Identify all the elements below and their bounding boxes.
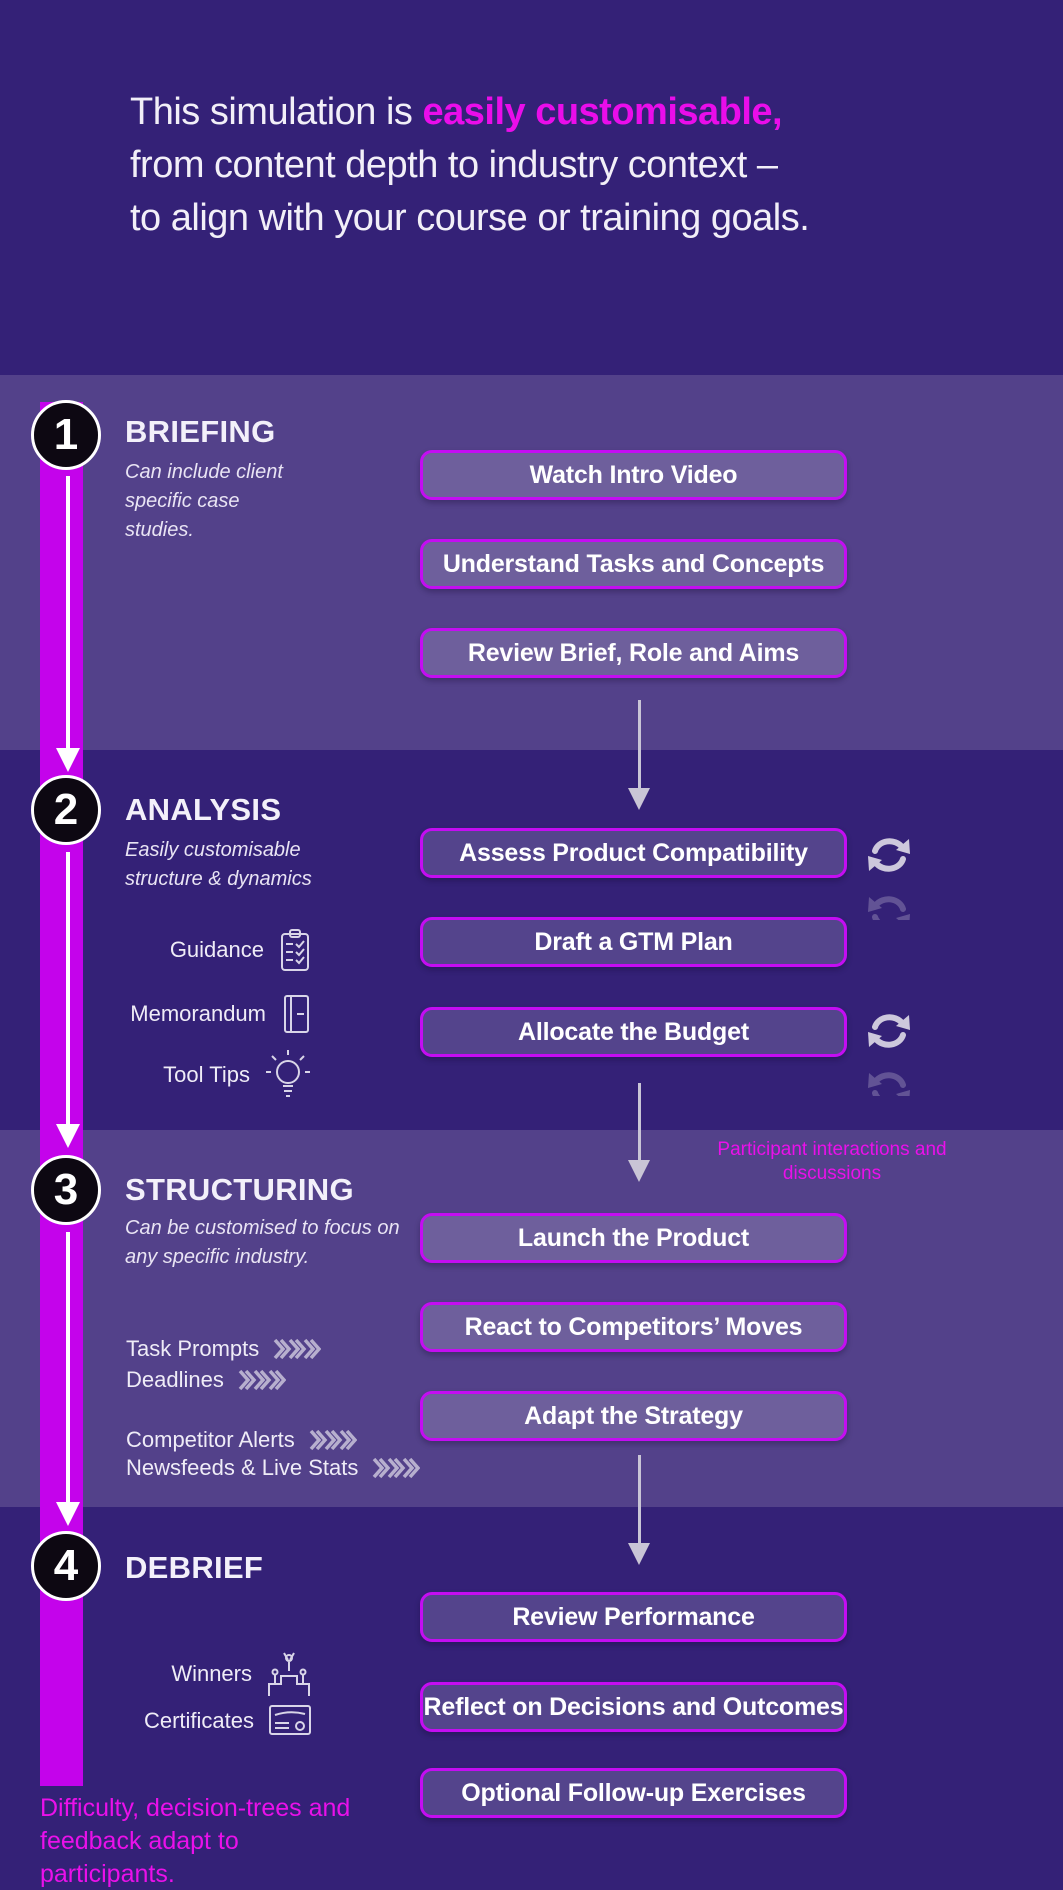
stage-3-title: STRUCTURING: [125, 1172, 354, 1207]
timeline-arrow-segment-3: [66, 1232, 70, 1502]
stage-1-band: [0, 375, 1063, 750]
stage-3-marker: 3: [31, 1155, 101, 1225]
flow-arrow-2-line: [638, 1083, 641, 1160]
stage-2-number: 2: [53, 785, 79, 834]
stage-2-title: ANALYSIS: [125, 792, 282, 827]
triple-chevron-icon: [309, 1429, 357, 1451]
feature-task-prompts-label: Task Prompts: [126, 1336, 260, 1361]
lightbulb-icon: [264, 1048, 312, 1102]
draft-gtm-plan-button[interactable]: Draft a GTM Plan: [420, 917, 847, 967]
stage-2-marker: 2: [31, 775, 101, 845]
intro-line-3: to align with your course or training go…: [130, 197, 810, 239]
understand-tasks-button[interactable]: Understand Tasks and Concepts: [420, 539, 847, 589]
timeline-arrowhead-3: [56, 1502, 80, 1526]
stage-3-band: [0, 1130, 1063, 1507]
certificate-icon: [268, 1704, 312, 1738]
podium-winners-icon: [266, 1650, 312, 1698]
react-competitors-moves-button[interactable]: React to Competitors’ Moves: [420, 1302, 847, 1352]
stage-4-marker: 4: [31, 1531, 101, 1601]
intro-line-1-prefix: This simulation is: [130, 91, 423, 133]
triple-chevron-icon: [273, 1338, 322, 1360]
intro-text: This simulation is easily customisable, …: [130, 86, 810, 245]
flow-arrow-2-head: [628, 1160, 650, 1182]
adapt-strategy-button[interactable]: Adapt the Strategy: [420, 1391, 847, 1441]
sync-arrows-reflection-icon: [866, 890, 912, 920]
review-brief-button[interactable]: Review Brief, Role and Aims: [420, 628, 847, 678]
feature-tool-tips-label: Tool Tips: [163, 1062, 250, 1087]
feature-winners-label: Winners: [171, 1661, 252, 1686]
launch-product-button[interactable]: Launch the Product: [420, 1213, 847, 1263]
timeline-arrow-segment-2: [66, 852, 70, 1124]
allocate-budget-button[interactable]: Allocate the Budget: [420, 1007, 847, 1057]
intro-line-2: from content depth to industry context –: [130, 144, 778, 186]
assess-product-compatibility-button[interactable]: Assess Product Compatibility: [420, 828, 847, 878]
triple-chevron-icon: [372, 1457, 421, 1479]
stage-1-description: Can include client specific case studies…: [125, 461, 283, 541]
sync-arrows-reflection-icon: [866, 1066, 912, 1096]
flow-arrow-1-head: [628, 788, 650, 810]
stage-1-marker: 1: [31, 400, 101, 470]
feature-tool-tips: Tool Tips: [0, 1048, 312, 1102]
feature-newsfeeds-live-stats-label: Newsfeeds & Live Stats: [126, 1455, 359, 1480]
stage-4-title: DEBRIEF: [125, 1550, 264, 1585]
stage-1-title: BRIEFING: [125, 414, 276, 449]
feature-guidance-label: Guidance: [169, 937, 264, 962]
intro-line-1: This simulation is easily customisable,: [130, 86, 809, 139]
feature-deadlines-label: Deadlines: [126, 1367, 224, 1392]
feature-memorandum-label: Memorandum: [130, 1001, 266, 1026]
memorandum-icon: [280, 993, 312, 1035]
clipboard-checklist-icon: [278, 927, 312, 973]
participant-interactions-note: Participant interactions and discussions: [717, 1139, 947, 1184]
timeline-arrow-segment-1: [66, 476, 70, 748]
timeline-arrowhead-2: [56, 1124, 80, 1148]
stage-1-number: 1: [53, 410, 79, 459]
watch-intro-video-button[interactable]: Watch Intro Video: [420, 450, 847, 500]
flow-arrow-3-head: [628, 1543, 650, 1565]
triple-chevron-icon: [238, 1369, 286, 1391]
feature-competitor-alerts: Competitor Alerts: [126, 1427, 357, 1453]
stage-2-description: Easily customisable structure & dynamics: [125, 839, 312, 890]
feature-deadlines: Deadlines: [126, 1367, 286, 1393]
feature-competitor-alerts-label: Competitor Alerts: [126, 1427, 295, 1452]
stage-3-number: 3: [53, 1165, 79, 1214]
intro-highlight: easily customisable,: [422, 91, 783, 133]
flow-arrow-3-line: [638, 1455, 641, 1543]
reflect-decisions-outcomes-button[interactable]: Reflect on Decisions and Outcomes: [420, 1682, 847, 1732]
adaptive-difficulty-note: Difficulty, decision-trees and feedback …: [40, 1794, 351, 1888]
sync-arrows-icon: [866, 832, 912, 878]
feature-winners: Winners: [0, 1650, 312, 1698]
timeline-arrowhead-1: [56, 748, 80, 772]
feature-newsfeeds-live-stats: Newsfeeds & Live Stats: [126, 1455, 421, 1481]
feature-memorandum: Memorandum: [0, 993, 312, 1035]
feature-certificates: Certificates: [0, 1704, 312, 1738]
feature-task-prompts: Task Prompts: [126, 1336, 322, 1362]
sync-arrows-icon: [866, 1008, 912, 1054]
stage-4-number: 4: [53, 1541, 79, 1590]
feature-guidance: Guidance: [0, 927, 312, 973]
feature-certificates-label: Certificates: [143, 1708, 254, 1733]
optional-follow-up-button[interactable]: Optional Follow-up Exercises: [420, 1768, 847, 1818]
flow-arrow-1-line: [638, 700, 641, 788]
stage-3-description: Can be customised to focus on any specif…: [125, 1217, 400, 1268]
review-performance-button[interactable]: Review Performance: [420, 1592, 847, 1642]
